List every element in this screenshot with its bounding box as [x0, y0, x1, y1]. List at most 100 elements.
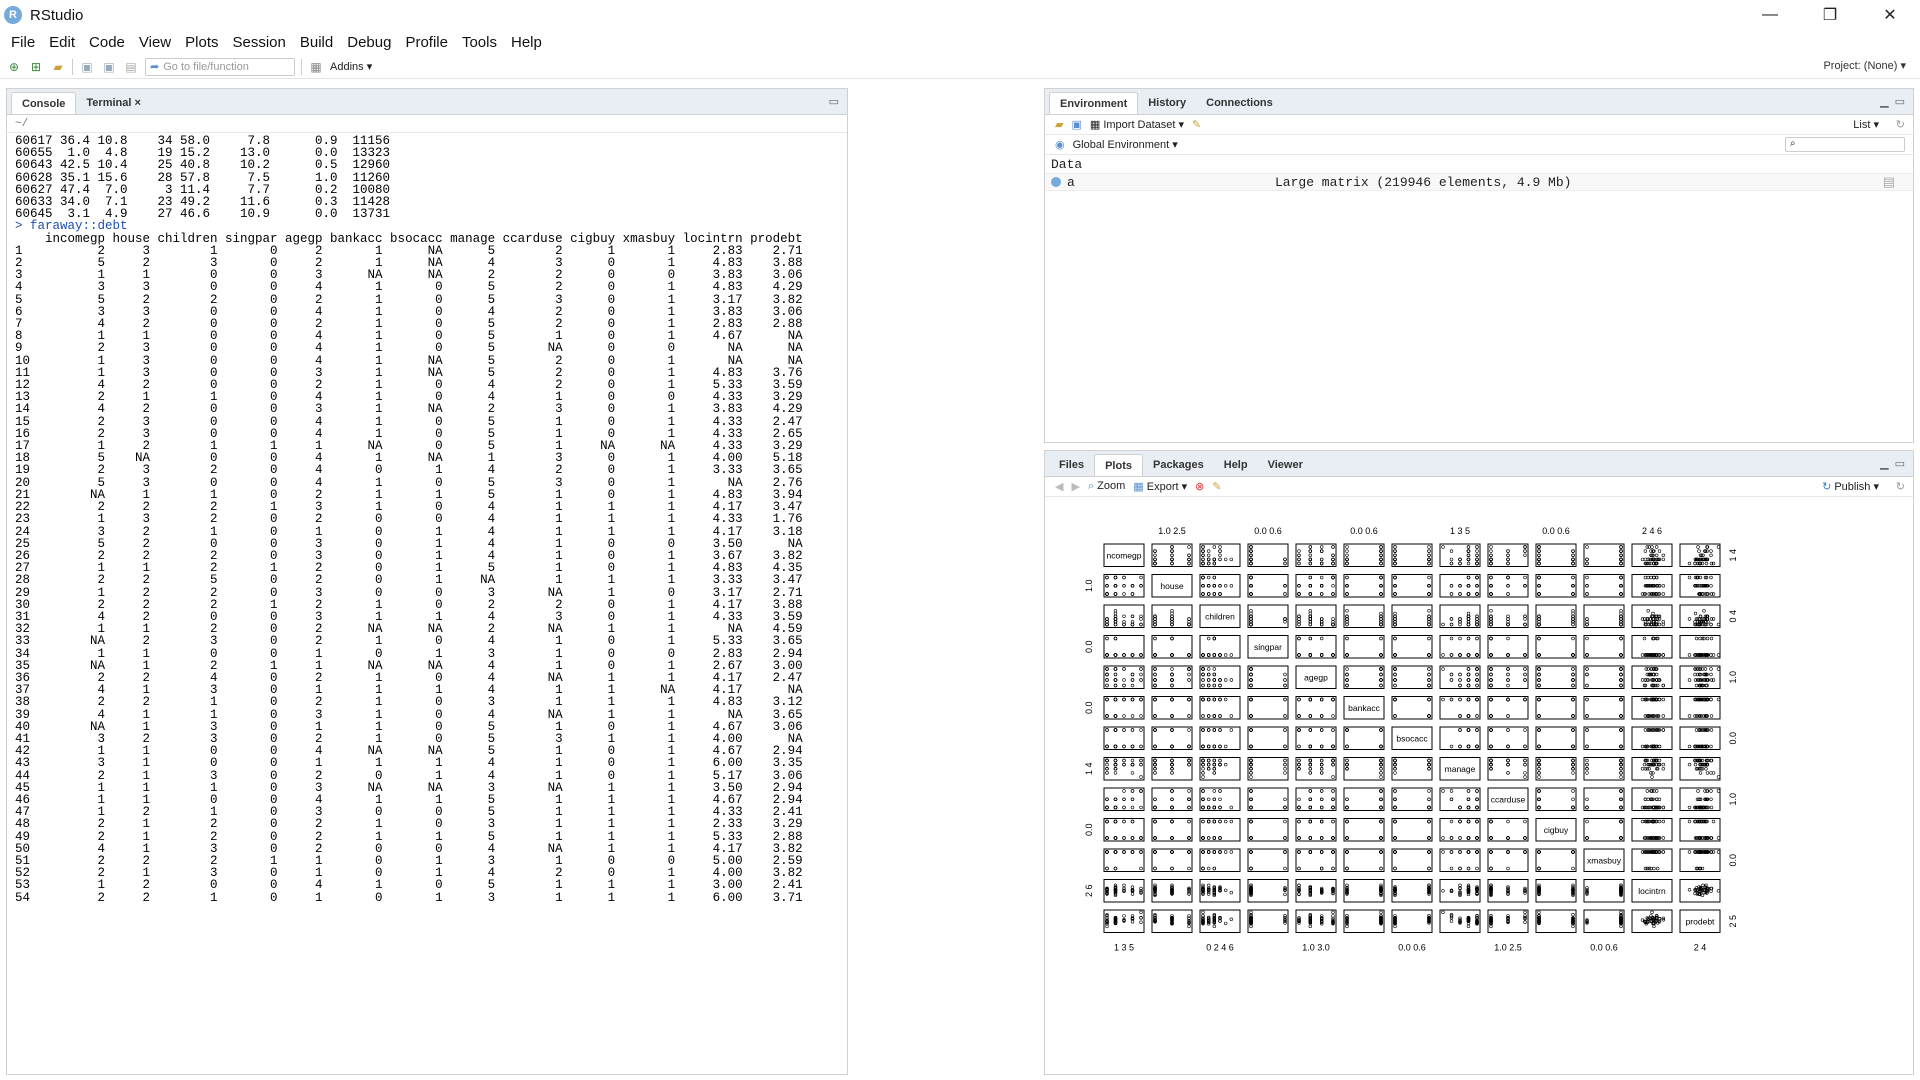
scatter-point — [1308, 636, 1312, 641]
project-menu[interactable]: Project: (None) ▾ — [1823, 60, 1906, 72]
scatter-point — [1379, 728, 1383, 732]
previous-plot-icon[interactable]: ◀ — [1055, 481, 1064, 493]
maximize-pane-icon[interactable]: ▭ — [1894, 458, 1905, 470]
scatter-point — [1466, 611, 1471, 616]
scatter-point — [1308, 592, 1312, 596]
scatter-point — [1320, 636, 1324, 641]
scatter-point — [1207, 653, 1211, 657]
scatter-point — [1523, 758, 1527, 763]
scatter-point — [1379, 545, 1383, 549]
scatter-point — [1393, 617, 1397, 621]
next-plot-icon[interactable]: ▶ — [1071, 481, 1080, 493]
new-project-icon[interactable]: ⊞ — [30, 59, 42, 74]
panel-frame — [1103, 635, 1145, 659]
menu-code[interactable]: Code — [89, 33, 125, 51]
scatter-point — [1308, 622, 1312, 627]
scatter-point — [1585, 617, 1589, 621]
menu-file[interactable]: File — [11, 33, 36, 51]
environment-search-input[interactable]: ⌕ — [1785, 137, 1905, 152]
menu-plots[interactable]: Plots — [185, 33, 219, 51]
table-row: 25 5 2 0 0 3 0 1 4 1 0 0 3.50 NA — [15, 536, 803, 551]
menu-edit[interactable]: Edit — [49, 33, 76, 51]
scatter-point — [1113, 714, 1118, 718]
tab-help[interactable]: Help — [1223, 459, 1248, 471]
scatter-point — [1393, 584, 1397, 588]
save-all-icon[interactable]: ▣ — [103, 59, 115, 74]
tab-environment[interactable]: Environment — [1049, 92, 1139, 114]
export-button[interactable]: ▦ Export ▾ — [1133, 480, 1187, 493]
scatter-point — [1695, 584, 1700, 588]
grid-layout-icon[interactable]: ▦ — [310, 59, 322, 74]
addins-menu[interactable]: Addins ▾ — [330, 61, 373, 73]
tab-history[interactable]: History — [1148, 97, 1187, 109]
save-workspace-icon[interactable]: ▣ — [1071, 119, 1082, 131]
minimize-button[interactable]: — — [1762, 6, 1778, 23]
load-workspace-icon[interactable]: ▰ — [1055, 119, 1064, 131]
tab-console[interactable]: Console — [11, 92, 77, 114]
scatter-point — [1475, 549, 1479, 553]
scatter-point — [1427, 622, 1431, 627]
menu-view[interactable]: View — [138, 33, 172, 51]
print-icon[interactable]: ▤ — [125, 59, 137, 74]
menu-profile[interactable]: Profile — [405, 33, 448, 51]
panel-frame — [1679, 543, 1721, 567]
maximize-pane-icon[interactable]: ▭ — [1894, 96, 1905, 108]
scatter-point — [1506, 636, 1510, 641]
import-dataset-button[interactable]: ▦ Import Dataset ▾ — [1089, 119, 1185, 131]
tab-packages[interactable]: Packages — [1152, 459, 1204, 471]
global-environment-menu[interactable]: Global Environment ▾ — [1072, 139, 1178, 151]
console-scrollbar[interactable] — [831, 135, 843, 1068]
goto-file-input[interactable]: ➦ Go to file/function — [145, 57, 295, 76]
env-variable-row[interactable]: a Large matrix (219946 elements, 4.9 Mb)… — [1045, 173, 1913, 191]
scatter-point — [1489, 575, 1493, 580]
scatter-point — [1506, 758, 1510, 763]
maximize-button[interactable]: ❐ — [1822, 7, 1838, 24]
scatter-point — [1170, 758, 1174, 763]
publish-button[interactable]: ↻ Publish ▾ — [1822, 480, 1879, 493]
scatter-point — [1308, 758, 1312, 763]
expand-variable-icon[interactable] — [1051, 177, 1061, 187]
menu-debug[interactable]: Debug — [347, 33, 392, 51]
scatter-point — [1650, 592, 1654, 596]
tab-files[interactable]: Files — [1059, 459, 1085, 471]
remove-plot-icon[interactable]: ⊗ — [1195, 481, 1205, 493]
list-view-menu[interactable]: List ▾ — [1853, 119, 1879, 131]
scatter-point — [1427, 553, 1431, 557]
scatter-point — [1466, 667, 1471, 671]
view-data-icon[interactable]: ▤ — [1882, 174, 1895, 190]
menu-tools[interactable]: Tools — [461, 33, 497, 51]
console-output[interactable]: 60617 36.4 10.8 34 58.0 7.8 0.9 11156 606… — [15, 135, 823, 1074]
menu-session[interactable]: Session — [232, 33, 286, 51]
tab-viewer[interactable]: Viewer — [1267, 459, 1303, 471]
scatter-point — [1489, 678, 1493, 682]
open-file-icon[interactable]: ▰ — [53, 59, 63, 74]
tab-connections[interactable]: Connections — [1206, 97, 1273, 109]
clear-broom-icon[interactable]: ✎ — [1192, 119, 1202, 131]
scatter-point — [1699, 620, 1703, 624]
minimize-pane-icon[interactable]: ▁ — [1880, 96, 1889, 108]
menu-help[interactable]: Help — [511, 33, 542, 51]
scatter-point — [1537, 549, 1541, 553]
refresh-plot-icon[interactable]: ↻ — [1895, 481, 1905, 493]
scatter-point — [1657, 697, 1662, 702]
new-file-icon[interactable]: ⊕ — [8, 59, 20, 74]
panel-frame — [1439, 696, 1481, 720]
menu-build[interactable]: Build — [299, 33, 334, 51]
save-icon[interactable]: ▣ — [81, 59, 93, 74]
panel-frame — [1583, 665, 1625, 689]
scatter-point — [1122, 622, 1126, 627]
scatter-point — [1320, 622, 1324, 627]
close-button[interactable]: ✕ — [1883, 7, 1897, 24]
scatter-point — [1694, 617, 1699, 621]
zoom-button[interactable]: ⌕ Zoom — [1088, 480, 1125, 493]
maximize-pane-icon[interactable]: ▭ — [828, 96, 839, 108]
environment-pane: Environment History Connections ▁ ▭ ▰ ▣ … — [1044, 88, 1914, 443]
clear-plots-broom-icon[interactable]: ✎ — [1212, 481, 1222, 493]
tab-plots[interactable]: Plots — [1094, 454, 1143, 476]
tab-terminal[interactable]: Terminal × — [86, 97, 141, 109]
scatter-point — [1705, 771, 1710, 775]
minimize-pane-icon[interactable]: ▁ — [1880, 458, 1889, 470]
scatter-point — [1523, 614, 1527, 619]
scatter-point — [1640, 767, 1645, 771]
refresh-icon[interactable]: ↻ — [1895, 119, 1905, 131]
